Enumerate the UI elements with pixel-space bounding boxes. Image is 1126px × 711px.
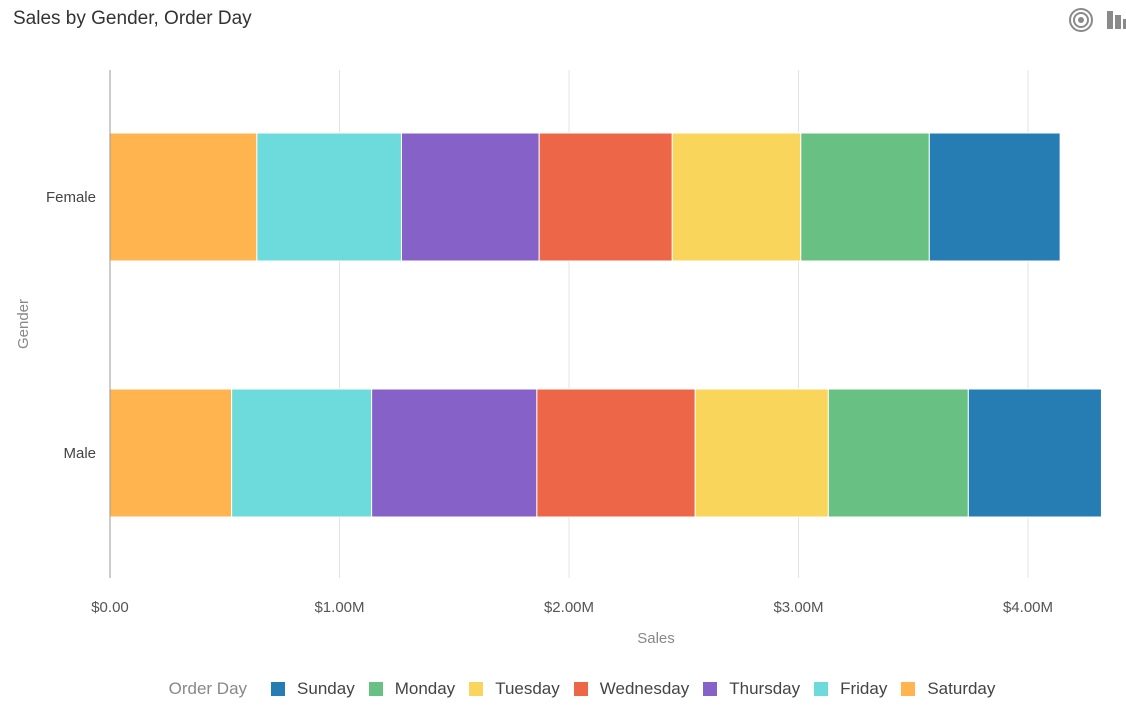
legend-item-thursday[interactable]: Thursday [703,679,800,699]
bar-male-tuesday[interactable] [694,388,829,518]
legend-swatch [573,682,588,696]
bar-female-sunday[interactable] [928,132,1061,262]
bar-chart-icon[interactable] [1104,7,1126,33]
bar-male-thursday[interactable] [371,388,538,518]
legend-item-friday[interactable]: Friday [814,679,887,699]
bar-male-friday[interactable] [231,388,373,518]
legend-item-monday[interactable]: Monday [368,679,456,699]
y-tick-label: Female [46,189,96,206]
legend-label: Monday [394,679,456,698]
legend-label: Friday [840,679,888,698]
legend-swatch [469,682,484,696]
legend-swatch [271,682,286,696]
legend-swatch [368,682,383,696]
y-tick-label: Male [63,445,96,462]
bar-female-friday[interactable] [256,132,402,262]
bar-male-saturday[interactable] [109,388,233,518]
x-tick-label: $4.00M [1003,599,1053,616]
x-tick-label: $0.00 [91,599,129,616]
legend-item-tuesday[interactable]: Tuesday [469,679,560,699]
legend-item-sunday[interactable]: Sunday [271,679,355,699]
legend-swatch [703,682,718,696]
legend-label: Saturday [927,679,996,698]
chart-title: Sales by Gender, Order Day [13,8,252,29]
y-axis-label: Gender [15,299,32,349]
bar-male-wednesday[interactable] [536,388,696,518]
x-tick-label: $2.00M [544,599,594,616]
bar-female-thursday[interactable] [400,132,540,262]
bar-male-sunday[interactable] [967,388,1102,518]
legend-label: Wednesday [599,679,690,698]
bar-female-tuesday[interactable] [671,132,802,262]
legend-item-saturday[interactable]: Saturday [901,679,995,699]
bar-male-monday[interactable] [827,388,969,518]
bar-female-wednesday[interactable] [538,132,673,262]
legend-label: Sunday [297,679,355,698]
bar-female-saturday[interactable] [109,132,258,262]
legend-swatch [814,682,829,696]
chart-plot: $0.00 $1.00M $2.00M $3.00M $4.00M Sales Gender… [15,70,1102,647]
target-icon[interactable] [1068,7,1094,33]
x-axis-label: Sales [637,630,675,647]
legend-label: Thursday [729,679,801,698]
legend-label: Tuesday [495,679,560,698]
x-tick-label: $3.00M [773,599,823,616]
legend-swatch [901,682,916,696]
x-tick-label: $1.00M [314,599,364,616]
bar-female-monday[interactable] [800,132,930,262]
legend-item-wednesday[interactable]: Wednesday [573,679,690,699]
legend-title: Order Day [168,679,248,698]
legend: Order Day Sunday Monday Tuesday Wednesday Th… [0,676,1126,702]
